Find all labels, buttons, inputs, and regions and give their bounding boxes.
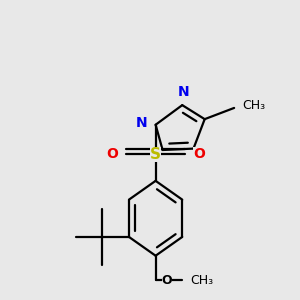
Text: O: O (193, 147, 205, 161)
Text: S: S (150, 147, 161, 162)
Text: CH₃: CH₃ (242, 99, 266, 112)
Text: O: O (162, 274, 172, 287)
Text: N: N (136, 116, 148, 130)
Text: N: N (178, 85, 190, 99)
Text: O: O (106, 147, 118, 161)
Text: CH₃: CH₃ (190, 274, 213, 287)
